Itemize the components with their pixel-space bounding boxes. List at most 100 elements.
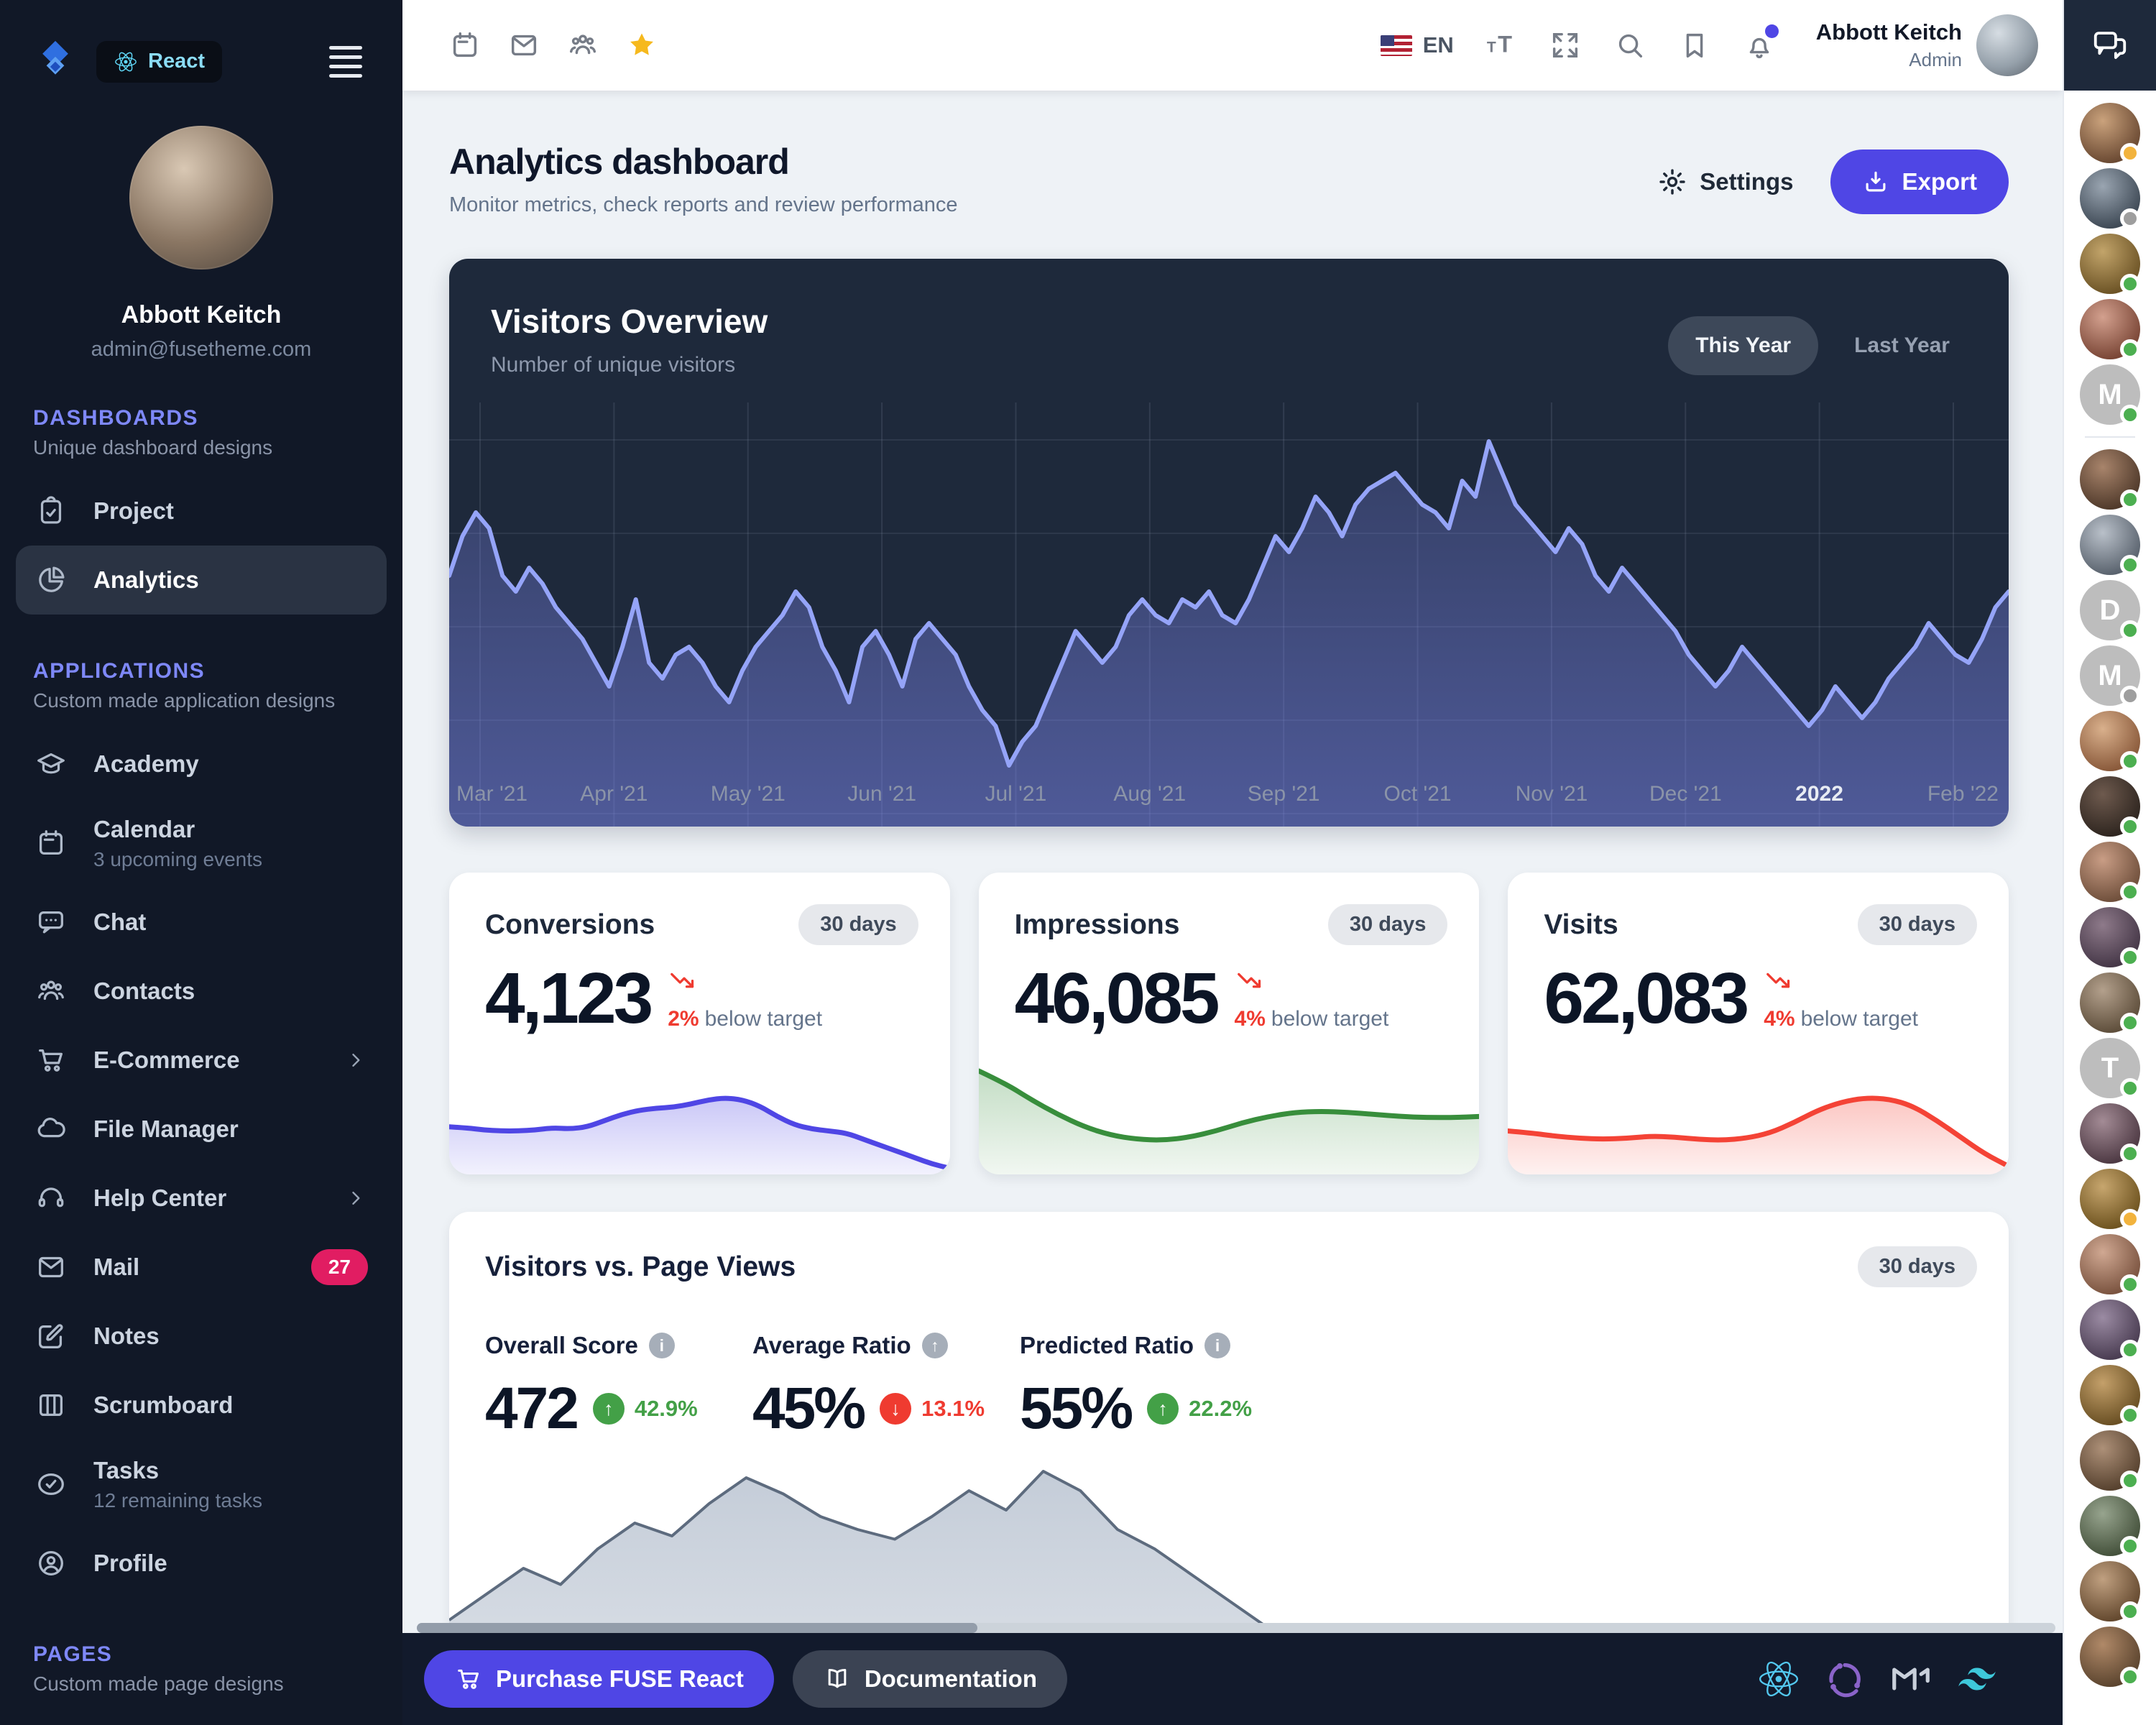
documentation-button[interactable]: Documentation: [792, 1650, 1067, 1708]
sidebar-item-help-center[interactable]: Help Center: [16, 1164, 387, 1233]
sidebar-item-profile[interactable]: Profile: [16, 1529, 387, 1598]
stats-row: Conversions 30 days 4,123 2% below target: [449, 873, 2009, 1174]
chat-contact-avatar[interactable]: T: [2080, 1038, 2140, 1098]
chat-contact-avatar[interactable]: D: [2080, 580, 2140, 640]
chev-icon: [352, 1054, 360, 1067]
x-axis-label: Feb '22: [1927, 782, 1999, 806]
toggle-this-year[interactable]: This Year: [1668, 316, 1819, 375]
sidebar-item-label: Calendar: [93, 815, 195, 842]
stat-card-visits[interactable]: Visits 30 days 62,083 4% below target: [1508, 873, 2009, 1174]
language-selector[interactable]: EN: [1373, 32, 1461, 58]
chat-contact-avatar[interactable]: [2080, 907, 2140, 967]
toggle-last-year[interactable]: Last Year: [1850, 333, 1954, 359]
chat-contact-avatar[interactable]: [2080, 1496, 2140, 1556]
search-button[interactable]: [1606, 22, 1654, 69]
period-badge: 30 days: [1857, 1246, 1977, 1287]
chat-contact-avatar[interactable]: [2080, 168, 2140, 229]
info-icon[interactable]: i: [1204, 1333, 1231, 1358]
chat-contact-avatar[interactable]: [2080, 972, 2140, 1033]
calendar-icon: [39, 830, 63, 855]
chat-contact-avatar[interactable]: [2080, 1169, 2140, 1229]
mail-shortcut-button[interactable]: [500, 22, 548, 69]
info-icon[interactable]: i: [648, 1333, 675, 1358]
sidebar-item-analytics[interactable]: Analytics: [16, 546, 387, 615]
x-axis-label: Sep '21: [1247, 782, 1320, 806]
favorites-button[interactable]: [618, 22, 665, 69]
chat-contact-avatar[interactable]: [2080, 1561, 2140, 1622]
chat-contact-avatar[interactable]: [2080, 299, 2140, 359]
chat-contact-avatar[interactable]: [2080, 103, 2140, 163]
metric-value: 55%: [1020, 1376, 1133, 1441]
chat-contact-avatar[interactable]: [2080, 842, 2140, 902]
sidebar-item-label: Chat: [93, 908, 147, 935]
sidebar-fold-button[interactable]: [329, 45, 362, 78]
period-badge: 30 days: [798, 904, 918, 945]
calendar-shortcut-button[interactable]: [441, 22, 489, 69]
stat-value: 4,123: [485, 958, 653, 1039]
arrow-up-icon[interactable]: ↑: [921, 1333, 948, 1358]
toolbar-user-name: Abbott Keitch: [1815, 19, 1962, 45]
sidebar-item-sublabel: 3 upcoming events: [93, 847, 263, 870]
sidebar-item-mail[interactable]: Mail 27: [16, 1233, 387, 1302]
visitors-vs-pageviews-chart[interactable]: [449, 1456, 2009, 1672]
chat-contact-avatar[interactable]: M: [2080, 645, 2140, 706]
purchase-button[interactable]: Purchase FUSE React: [424, 1650, 774, 1708]
chat-panel-toggle[interactable]: [2064, 0, 2156, 91]
status-dot: [2120, 1536, 2140, 1556]
sidebar-item-label: File Manager: [93, 1116, 239, 1142]
contacts-shortcut-button[interactable]: [559, 22, 607, 69]
export-button[interactable]: Export: [1830, 150, 2009, 214]
visitors-overview-x-axis: Mar '21 Apr '21 May '21 Jun '21 Jul '21 Aug '…: [449, 782, 2009, 811]
bookmark-icon: [1686, 33, 1703, 58]
sidebar-item-tasks[interactable]: Tasks 12 remaining tasks: [16, 1440, 387, 1529]
stat-delta: 4% below target: [1234, 1007, 1389, 1031]
visitors-overview-chart[interactable]: [449, 402, 2009, 827]
notifications-button[interactable]: [1736, 22, 1783, 69]
settings-button[interactable]: Settings: [1653, 166, 1797, 198]
status-dot: [2120, 751, 2140, 771]
horizontal-scrollbar-thumb[interactable]: [417, 1623, 977, 1633]
cap-icon: [37, 753, 65, 774]
chat-contact-avatar[interactable]: [2080, 1430, 2140, 1491]
gear-icon: [1659, 169, 1685, 195]
sidebar-item-scrumboard[interactable]: Scrumboard: [16, 1371, 387, 1440]
search-icon: [1618, 34, 1642, 58]
footer-bar: Purchase FUSE React Documentation: [402, 1633, 2063, 1725]
status-dot: [2120, 1013, 2140, 1033]
sidebar-item-contacts[interactable]: Contacts: [16, 957, 387, 1026]
sidebar-item-academy[interactable]: Academy: [16, 730, 387, 799]
stat-card-impressions[interactable]: Impressions 30 days 46,085 4% below targe…: [978, 873, 1480, 1174]
status-dot: [2120, 143, 2140, 163]
sidebar-item-notes[interactable]: Notes: [16, 1302, 387, 1371]
chat-contact-avatar[interactable]: [2080, 711, 2140, 771]
shortcuts-bookmark-button[interactable]: [1671, 22, 1718, 69]
sidebar-item-sublabel: 12 remaining tasks: [93, 1489, 263, 1512]
user-menu[interactable]: Abbott Keitch Admin: [1816, 14, 2038, 76]
sidebar-item-calendar[interactable]: Calendar 3 upcoming events: [16, 799, 387, 888]
stat-sparkline-chart: [1508, 1095, 2009, 1174]
chat-contact-avatar[interactable]: [2080, 1627, 2140, 1687]
sidebar-item-file-manager[interactable]: File Manager: [16, 1095, 387, 1164]
chat-contact-avatar[interactable]: [2080, 1365, 2140, 1425]
chat-contact-avatar[interactable]: [2080, 515, 2140, 575]
sidebar-item-chat[interactable]: Chat: [16, 888, 387, 957]
svg-text:T: T: [1487, 40, 1496, 56]
chat-contact-avatar[interactable]: [2080, 1103, 2140, 1164]
user-email: admin@fusetheme.com: [91, 338, 312, 361]
user-avatar[interactable]: [129, 126, 273, 270]
nav-section-subtitle: Custom made application designs: [33, 689, 336, 712]
metric-delta: 42.9%: [634, 1396, 698, 1421]
chat-contact-avatar[interactable]: [2080, 1234, 2140, 1294]
sidebar-item-project[interactable]: Project: [16, 477, 387, 546]
fullscreen-button[interactable]: [1542, 22, 1589, 69]
chat-contact-avatar[interactable]: [2080, 449, 2140, 510]
status-dot: [2120, 1209, 2140, 1229]
chat-contact-avatar[interactable]: [2080, 234, 2140, 294]
stat-card-conversions[interactable]: Conversions 30 days 4,123 2% below target: [449, 873, 950, 1174]
sidebar-item-e-commerce[interactable]: E-Commerce: [16, 1026, 387, 1095]
chat-contact-avatar[interactable]: M: [2080, 364, 2140, 425]
year-range-toggle: This Year Last Year: [1668, 316, 1954, 375]
chat-contact-avatar[interactable]: [2080, 776, 2140, 837]
chat-contact-avatar[interactable]: [2080, 1300, 2140, 1360]
